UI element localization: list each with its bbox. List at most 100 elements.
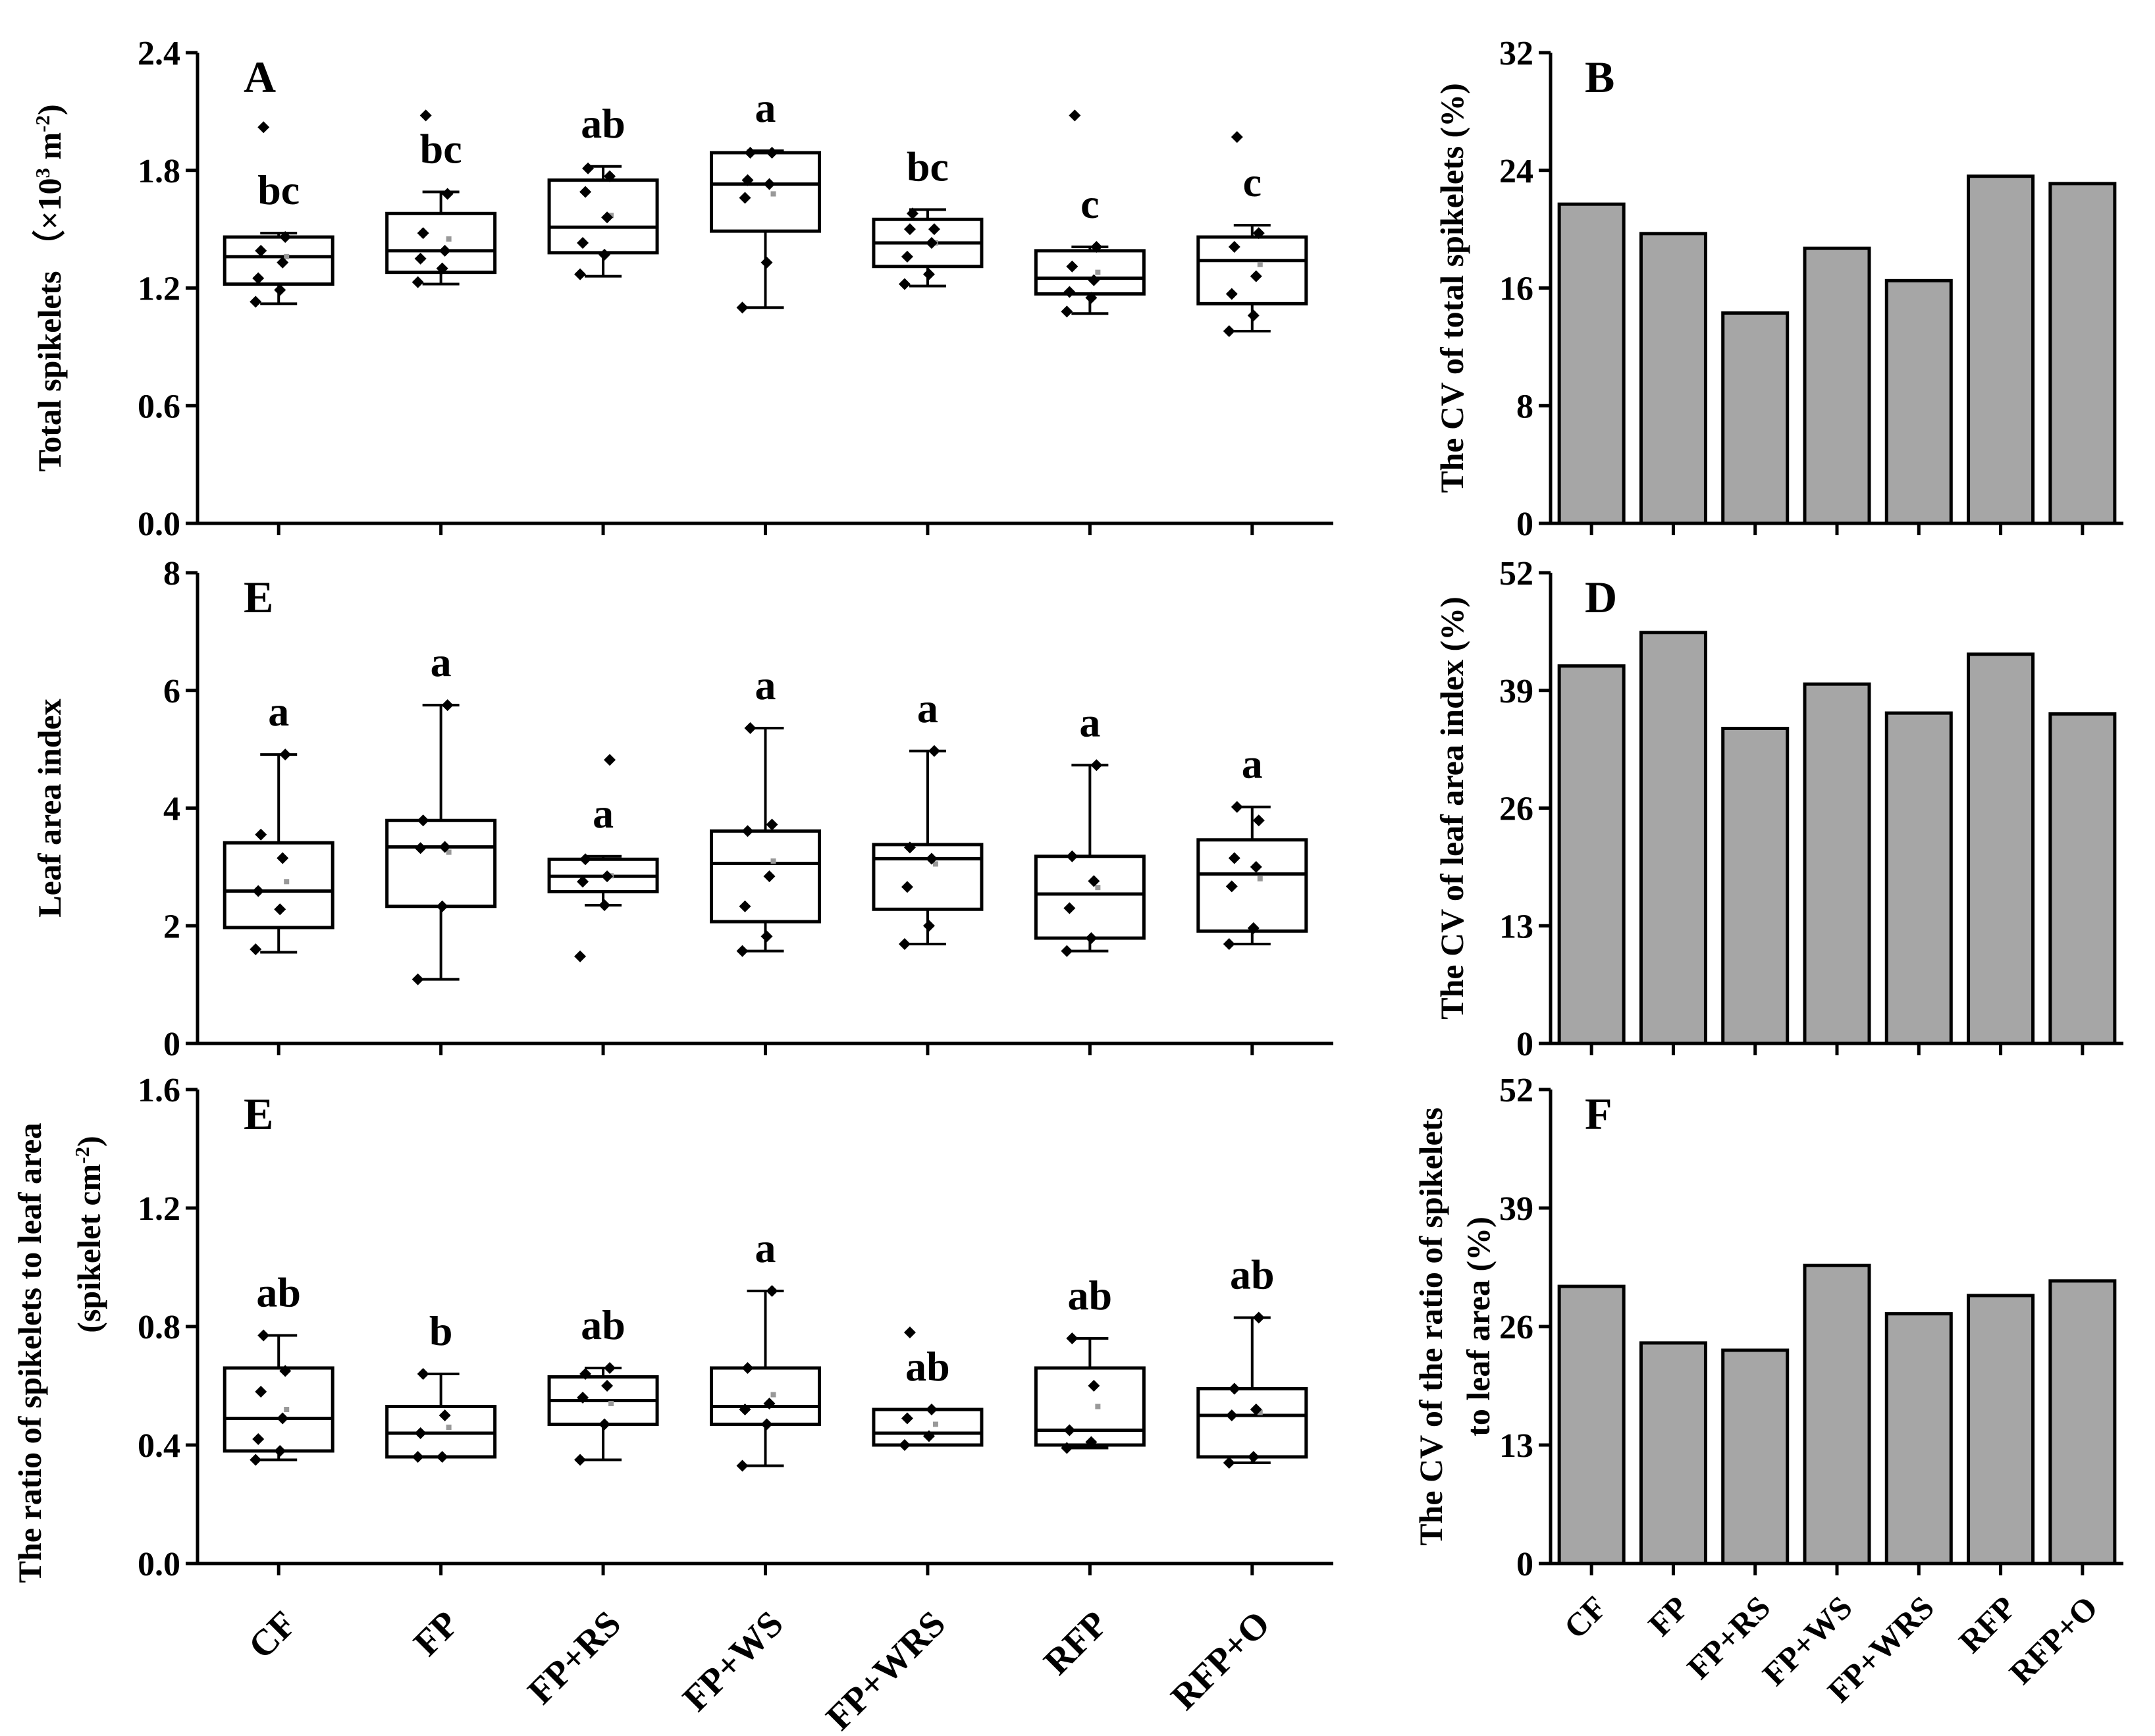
data-point: [417, 814, 429, 827]
data-point: [1228, 240, 1240, 253]
bar: [1721, 1348, 1790, 1565]
data-point: [1061, 305, 1073, 318]
data-point: [436, 1451, 448, 1463]
data-point: [579, 853, 592, 866]
data-point: [1088, 1380, 1100, 1392]
panel-label: B: [1585, 52, 1614, 102]
data-point: [760, 930, 773, 943]
data-point: [414, 252, 427, 265]
data-point: [1069, 109, 1081, 122]
data-point: [766, 818, 778, 831]
data-point: [898, 278, 911, 290]
y-tick-label: 6: [163, 673, 180, 710]
data-point: [257, 121, 270, 134]
box: [385, 818, 497, 908]
data-point: [1225, 1409, 1238, 1421]
significance-letter: ab: [581, 100, 625, 147]
box: [710, 151, 821, 233]
mean-marker: [608, 1401, 614, 1406]
bar: [2048, 712, 2117, 1045]
data-point: [903, 223, 916, 236]
data-point: [599, 248, 611, 261]
data-point: [1228, 1382, 1240, 1395]
data-point: [760, 256, 773, 269]
y-tick-label: 13: [1499, 908, 1533, 945]
data-point: [922, 268, 935, 280]
ylabel-total-spikelets: Total spikelets （×103 m-2): [31, 104, 68, 471]
bar: [1967, 174, 2035, 525]
mean-marker: [770, 1392, 776, 1398]
data-point: [1223, 937, 1235, 950]
y-tick-label: 0.0: [138, 1546, 180, 1583]
significance-letter: a: [755, 662, 776, 708]
data-point: [279, 749, 292, 761]
data-point: [1085, 1436, 1098, 1448]
ylabel-total-spikelets-part: m: [31, 132, 68, 168]
data-point: [255, 1386, 267, 1398]
data-point: [577, 1392, 589, 1404]
bar: [2048, 1279, 2117, 1565]
bar: [1884, 278, 1953, 525]
data-point: [736, 945, 749, 957]
mean-marker: [770, 858, 776, 864]
ylabel-ratio-part: (spikelet cm: [70, 1164, 107, 1333]
mean-marker: [1095, 269, 1101, 275]
mean-marker: [932, 861, 938, 867]
y-tick-label: 26: [1499, 791, 1533, 828]
y-tick-label: 1.2: [138, 1190, 180, 1228]
ylabel-ratio-part: ): [70, 1136, 107, 1147]
y-tick-label: 0: [1516, 1546, 1533, 1583]
data-point: [1247, 309, 1260, 322]
data-point: [439, 841, 451, 853]
bar: [1803, 1263, 1871, 1565]
data-point: [1063, 286, 1076, 298]
bar: [1721, 727, 1790, 1045]
data-point: [1090, 240, 1103, 253]
mean-marker: [446, 849, 452, 855]
data-point: [763, 1398, 776, 1409]
y-tick-label: 52: [1499, 1072, 1533, 1109]
y-tick-label: 1.8: [138, 153, 180, 190]
data-point: [250, 296, 262, 308]
x-category-label: RFP: [1952, 1589, 2023, 1660]
y-tick-label: 1.6: [138, 1072, 180, 1109]
data-point: [898, 1439, 911, 1451]
data-point: [925, 853, 938, 865]
significance-letter: a: [917, 685, 938, 731]
data-point: [1223, 1457, 1235, 1469]
x-category-label-group: RFP+O: [2002, 1589, 2105, 1691]
data-point: [1066, 260, 1078, 273]
data-point: [582, 162, 595, 174]
data-point: [250, 943, 262, 955]
data-point: [906, 207, 918, 220]
mean-marker: [1095, 1404, 1101, 1409]
data-point: [1223, 325, 1235, 338]
data-point: [1088, 875, 1100, 887]
data-point: [1252, 1311, 1265, 1324]
data-point: [901, 250, 913, 263]
data-point: [252, 1433, 265, 1445]
data-point: [436, 900, 448, 912]
data-point: [574, 950, 587, 962]
box: [1196, 235, 1308, 305]
bar: [1639, 1341, 1707, 1565]
data-point: [739, 1404, 751, 1415]
bar: [1639, 631, 1707, 1045]
ylabel-ratio-line2-text: (spikelet cm-2): [70, 1136, 108, 1332]
data-point: [441, 699, 454, 712]
ylabel-cv-total-spikelets: The CV of total spikelets (%): [1433, 83, 1470, 493]
mean-marker: [932, 1421, 938, 1427]
data-point: [1085, 292, 1098, 304]
data-point: [441, 188, 454, 200]
mean-marker: [284, 1407, 290, 1412]
ylabel-ratio-part: -2: [70, 1147, 93, 1164]
data-point: [1066, 850, 1078, 862]
y-tick-label: 8: [163, 555, 180, 592]
data-point: [579, 186, 592, 198]
data-point: [1250, 270, 1262, 282]
data-point: [928, 223, 940, 236]
data-point: [412, 1451, 424, 1463]
significance-letter: bc: [257, 167, 300, 213]
x-category-label: RFP: [1036, 1603, 1116, 1683]
significance-letter: c: [1080, 180, 1099, 227]
